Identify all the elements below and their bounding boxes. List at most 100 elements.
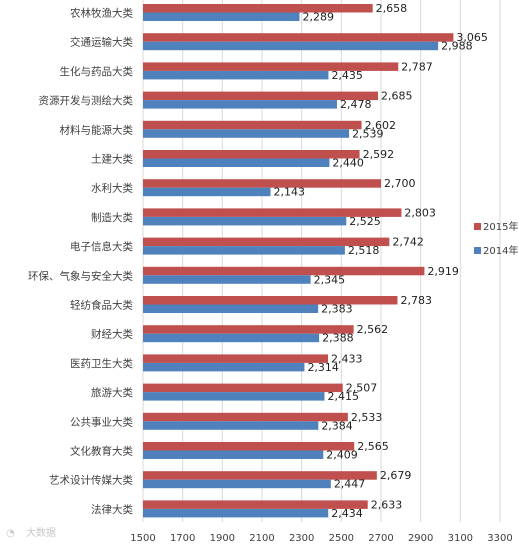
data-label: 2,803 <box>404 206 436 219</box>
data-label: 2,433 <box>331 352 363 365</box>
data-label: 2,533 <box>351 411 383 424</box>
data-label: 2,507 <box>346 382 378 395</box>
bar-2014 <box>143 421 319 430</box>
bar-2014 <box>143 362 305 372</box>
data-label: 2,742 <box>392 236 424 249</box>
data-label: 2,388 <box>322 332 354 345</box>
data-label: 2,409 <box>326 449 358 462</box>
bar-2015 <box>143 412 348 422</box>
legend-swatch <box>474 247 481 254</box>
category-label: 文化教育大类 <box>70 445 133 458</box>
category-label: 轻纺食品大类 <box>70 299 133 312</box>
legend-label: 2015年 <box>483 220 518 233</box>
data-label: 2,919 <box>427 265 459 278</box>
x-tick-label: 3300 <box>487 533 512 544</box>
bar-2015 <box>143 4 373 13</box>
x-tick-label: 2700 <box>368 533 393 544</box>
bar-2015 <box>143 208 402 217</box>
data-label: 2,539 <box>352 127 384 140</box>
bar-2014 <box>143 508 329 518</box>
category-label: 艺术设计传媒大类 <box>49 474 133 487</box>
x-tick-label: 3100 <box>448 533 473 544</box>
bar-2015 <box>143 471 377 480</box>
bars <box>143 4 454 518</box>
bar-2014 <box>143 129 350 138</box>
x-tick-label: 2500 <box>329 533 354 544</box>
bar-2015 <box>143 33 454 42</box>
bar-2015 <box>143 91 379 101</box>
data-label: 2,384 <box>321 419 353 432</box>
bar-2014 <box>143 392 325 401</box>
data-label: 2,633 <box>371 498 403 511</box>
bar-2015 <box>143 179 381 188</box>
data-label: 2,289 <box>302 11 334 24</box>
category-label: 财经大类 <box>91 328 133 341</box>
bar-2014 <box>143 450 324 459</box>
bar-2014 <box>143 70 329 80</box>
bar-2015 <box>143 383 343 393</box>
bar-2015 <box>143 150 360 159</box>
bar-2014 <box>143 100 337 109</box>
category-label: 水利大类 <box>91 182 133 195</box>
data-label: 2,988 <box>441 40 473 53</box>
bar-2014 <box>143 333 320 343</box>
bar-2015 <box>143 325 354 334</box>
category-label: 农林牧渔大类 <box>70 7 133 20</box>
data-label: 2,435 <box>331 69 363 82</box>
bar-2015 <box>143 296 398 305</box>
data-label: 2,478 <box>340 98 372 111</box>
data-label: 2,314 <box>307 361 339 374</box>
category-label: 资源开发与测绘大类 <box>39 94 134 107</box>
bar-2015 <box>143 500 368 509</box>
x-tick-label: 2300 <box>289 533 314 544</box>
bar-2015 <box>143 266 425 276</box>
data-label: 2,415 <box>327 390 359 403</box>
data-label: 2,525 <box>349 215 381 228</box>
category-label: 材料与能源大类 <box>60 123 134 136</box>
bar-2014 <box>143 304 319 313</box>
legend: 2015年 2014年 <box>474 220 518 257</box>
bar-2014 <box>143 12 300 21</box>
data-label: 2,345 <box>314 273 346 286</box>
x-tick-labels: 1500 1700 1900 2100 2300 2500 2700 2900 3100 3300 <box>130 533 512 544</box>
bar-2014 <box>143 187 271 197</box>
x-tick-label: 2100 <box>249 533 274 544</box>
bar-2015 <box>143 237 390 247</box>
category-label: 土建大类 <box>91 153 133 166</box>
bar-2015 <box>143 62 399 71</box>
bar-2014 <box>143 479 331 489</box>
data-label: 3,065 <box>456 31 488 44</box>
data-label: 2,447 <box>334 478 366 491</box>
data-label: 2,602 <box>365 119 397 132</box>
gridlines <box>142 0 501 522</box>
category-label: 电子信息大类 <box>70 240 133 253</box>
category-label: 交通运输大类 <box>70 36 133 49</box>
data-label: 2,658 <box>376 2 408 15</box>
category-label: 公共事业大类 <box>70 415 133 428</box>
x-tick-label: 1500 <box>130 533 155 544</box>
category-label: 法律大类 <box>91 503 133 516</box>
data-label: 2,143 <box>274 186 306 199</box>
category-labels: 农林牧渔大类交通运输大类生化与药品大类资源开发与测绘大类材料与能源大类土建大类水… <box>28 7 133 516</box>
legend-label: 2014年 <box>483 244 518 257</box>
bar-2015 <box>143 120 362 130</box>
bar-2014 <box>143 158 330 167</box>
data-label: 2,565 <box>357 440 389 453</box>
data-label: 2,787 <box>401 60 433 73</box>
category-label: 环保、气象与安全大类 <box>28 269 133 282</box>
watermark-text: 大数据 <box>26 526 56 539</box>
data-label: 2,783 <box>400 294 432 307</box>
bar-2015 <box>143 442 355 451</box>
data-label: 2,700 <box>384 177 416 190</box>
category-label: 医药卫生大类 <box>70 357 133 370</box>
bar-2014 <box>143 246 345 255</box>
data-label: 2,383 <box>321 303 353 316</box>
legend-swatch <box>474 223 481 230</box>
watermark-logo-icon: ◔ <box>6 528 15 539</box>
data-label: 2,440 <box>332 157 364 170</box>
bar-2014 <box>143 275 311 284</box>
data-label: 2,679 <box>380 469 412 482</box>
x-tick-label: 1700 <box>170 533 195 544</box>
